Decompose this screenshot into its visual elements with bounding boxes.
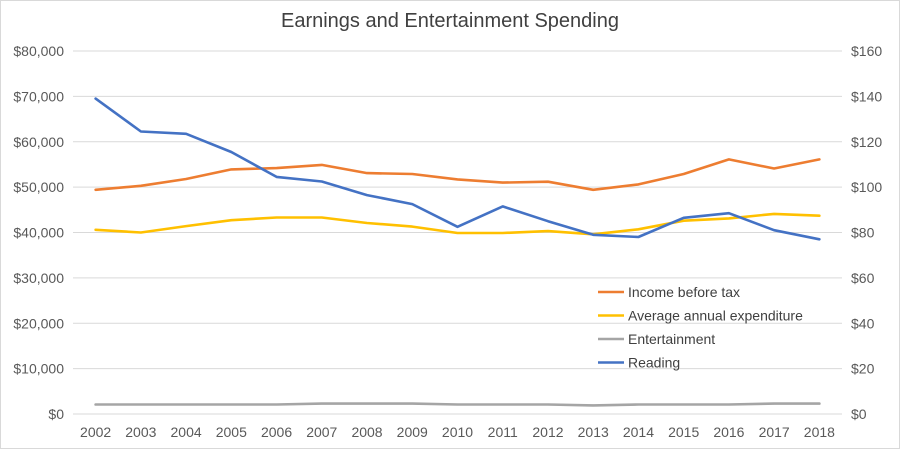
x-axis-tick-label: 2013 — [578, 424, 609, 440]
x-axis-tick-label: 2010 — [442, 424, 473, 440]
series-line-entertainment — [94, 402, 821, 407]
x-axis-tick-label: 2017 — [759, 424, 790, 440]
left-axis-tick-label: $40,000 — [13, 225, 64, 241]
series-line-income-before-tax — [94, 158, 821, 192]
x-axis-tick-label: 2015 — [668, 424, 699, 440]
x-axis-tick-label: 2008 — [351, 424, 382, 440]
right-axis-tick-label: $100 — [851, 179, 882, 195]
right-axis-tick-label: $20 — [851, 361, 875, 377]
left-axis-tick-label: $80,000 — [13, 43, 64, 59]
left-axis-tick-label: $0 — [48, 406, 64, 422]
right-axis-ticks: $0 $20 $40 $60 $80 $100 $120 $140 $160 — [851, 43, 882, 422]
x-axis-tick-label: 2014 — [623, 424, 654, 440]
left-axis-ticks: $0 $10,000 $20,000 $30,000 $40,000 $50,000 $60… — [13, 43, 64, 422]
series-lines — [94, 97, 821, 407]
x-axis-tick-label: 2002 — [80, 424, 111, 440]
x-axis-tick-label: 2009 — [397, 424, 428, 440]
right-axis-tick-label: $40 — [851, 315, 875, 331]
x-axis-tick-label: 2011 — [488, 424, 518, 440]
gridlines — [73, 50, 842, 415]
chart-title: Earnings and Entertainment Spending — [280, 10, 619, 32]
x-axis-tick-label: 2016 — [713, 424, 744, 440]
legend-label: Average annual expenditure — [628, 308, 803, 324]
right-axis-tick-label: $80 — [851, 225, 875, 241]
left-axis-tick-label: $30,000 — [13, 270, 64, 286]
x-axis-tick-label: 2003 — [125, 424, 156, 440]
x-axis-tick-label: 2005 — [216, 424, 247, 440]
legend-label: Entertainment — [628, 331, 715, 347]
left-axis-tick-label: $20,000 — [13, 315, 64, 331]
right-axis-tick-label: $140 — [851, 88, 882, 104]
x-axis-tick-label: 2006 — [261, 424, 292, 440]
x-axis-tick-label: 2018 — [804, 424, 835, 440]
left-axis-tick-label: $50,000 — [13, 179, 64, 195]
series-line-average-annual-expenditure — [94, 212, 821, 236]
x-axis-ticks: 2002 2003 2004 2005 2006 2007 2008 2009 2010 2011… — [80, 424, 835, 440]
right-axis-tick-label: $120 — [851, 134, 882, 150]
right-axis-tick-label: $160 — [851, 43, 882, 59]
left-axis-tick-label: $60,000 — [13, 134, 64, 150]
right-axis-tick-label: $0 — [851, 406, 867, 422]
right-axis-tick-label: $60 — [851, 270, 875, 286]
legend: Income before tax Average annual expendit… — [598, 284, 803, 371]
x-axis-tick-label: 2004 — [171, 424, 202, 440]
x-axis-tick-label: 2007 — [306, 424, 337, 440]
left-axis-tick-label: $10,000 — [13, 361, 64, 377]
legend-label: Reading — [628, 355, 680, 371]
series-line-reading — [94, 97, 821, 241]
left-axis-tick-label: $70,000 — [13, 88, 64, 104]
x-axis-tick-label: 2012 — [532, 424, 563, 440]
legend-label: Income before tax — [628, 284, 740, 300]
